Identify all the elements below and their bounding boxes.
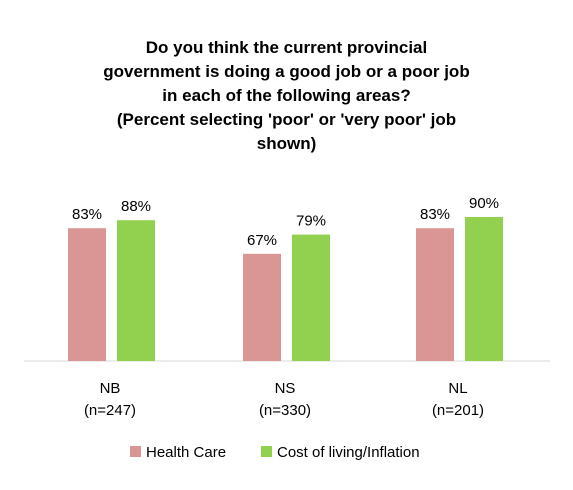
data-label-nb-health-care: 83% xyxy=(72,206,102,223)
category-sublabel-ns: (n=330) xyxy=(259,402,311,419)
category-sublabel-nb: (n=247) xyxy=(84,402,136,419)
category-sublabel-nl: (n=201) xyxy=(432,402,484,419)
chart-title-line-2: government is doing a good job or a poor… xyxy=(103,62,470,81)
data-label-nb-cost-of-living-inflation: 88% xyxy=(121,198,151,215)
category-label-nb: NB xyxy=(100,380,121,397)
legend-swatch-health-care xyxy=(130,446,141,457)
bar-nl-cost-of-living-inflation xyxy=(465,217,503,361)
chart-title-line-5: shown) xyxy=(256,134,317,153)
data-label-nl-cost-of-living-inflation: 90% xyxy=(469,195,499,212)
legend-label-cost-of-living-inflation: Cost of living/Inflation xyxy=(277,444,420,461)
legend-label-health-care: Health Care xyxy=(146,444,226,461)
chart-title-line-4: (Percent selecting 'poor' or 'very poor'… xyxy=(116,110,457,129)
chart-title-line-1: Do you think the current provincial xyxy=(145,38,428,57)
data-label-ns-health-care: 67% xyxy=(247,232,277,249)
category-label-ns: NS xyxy=(275,380,296,397)
bar-nb-cost-of-living-inflation xyxy=(117,220,155,361)
data-label-ns-cost-of-living-inflation: 79% xyxy=(296,213,326,230)
category-label-nl: NL xyxy=(448,380,467,397)
bar-nl-health-care xyxy=(416,228,454,361)
bar-ns-health-care xyxy=(243,253,281,361)
chart-title-line-3: in each of the following areas? xyxy=(162,86,411,105)
bar-ns-cost-of-living-inflation xyxy=(292,234,330,361)
legend-swatch-cost-of-living-inflation xyxy=(261,446,272,457)
data-label-nl-health-care: 83% xyxy=(420,206,450,223)
bar-nb-health-care xyxy=(68,228,106,361)
